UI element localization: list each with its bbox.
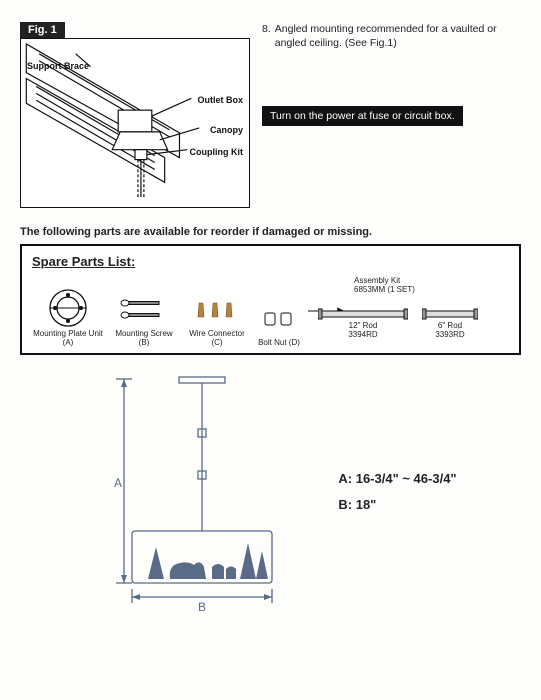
figure-label: Fig. 1 (20, 22, 65, 38)
step-text: Angled mounting recommended for a vaulte… (275, 22, 521, 50)
rod12-label1: 12" Rod (349, 321, 378, 330)
mounting-plate-icon (32, 287, 104, 329)
rod6-label2: 3393RD (435, 330, 464, 339)
callout-outlet-box: Outlet Box (197, 95, 243, 105)
rod12-label2: 3394RD (348, 330, 377, 339)
mounting-screw-icon (110, 287, 178, 329)
figure-1-diagram: Support Brace Outlet Box Canopy Coupling… (20, 38, 250, 208)
callout-coupling-kit: Coupling Kit (190, 147, 244, 157)
power-note: Turn on the power at fuse or circuit box… (262, 106, 463, 126)
spare-parts-box: Spare Parts List: Mounting Plate Unit (A… (20, 244, 521, 355)
rod-6-inch: 6" Rod 3393RD (422, 307, 478, 339)
rod-12-inch: 12" Rod 3394RD (318, 307, 408, 339)
assembly-kit-line2: 6853MM (1 SET) (354, 286, 415, 295)
spare-parts-title: Spare Parts List: (32, 254, 509, 269)
wire-connector-icon (184, 287, 250, 329)
svg-text:B: B (198, 600, 206, 614)
step-8: 8. Angled mounting recommended for a vau… (262, 22, 521, 50)
reorder-note: The following parts are available for re… (20, 226, 521, 238)
dimension-a: A: 16-3/4" ~ 46-3/4" (338, 466, 456, 492)
mounting-screw-label: Mounting Screw (B) (110, 329, 178, 347)
svg-text:A: A (114, 476, 122, 490)
step-number: 8. (262, 22, 271, 50)
mounting-plate-label: Mounting Plate Unit (A) (32, 329, 104, 347)
wire-connector-label: Wire Connector (C) (184, 329, 250, 347)
callout-support-brace: Support Brace (27, 61, 89, 71)
bolt-nut-icon (256, 296, 302, 338)
callout-canopy: Canopy (210, 125, 243, 135)
dimension-b: B: 18" (338, 492, 456, 518)
bolt-nut-label: Bolt Nut (D) (256, 338, 302, 347)
fixture-dimension-drawing: A B (84, 371, 314, 621)
rod6-label1: 6" Rod (438, 321, 462, 330)
